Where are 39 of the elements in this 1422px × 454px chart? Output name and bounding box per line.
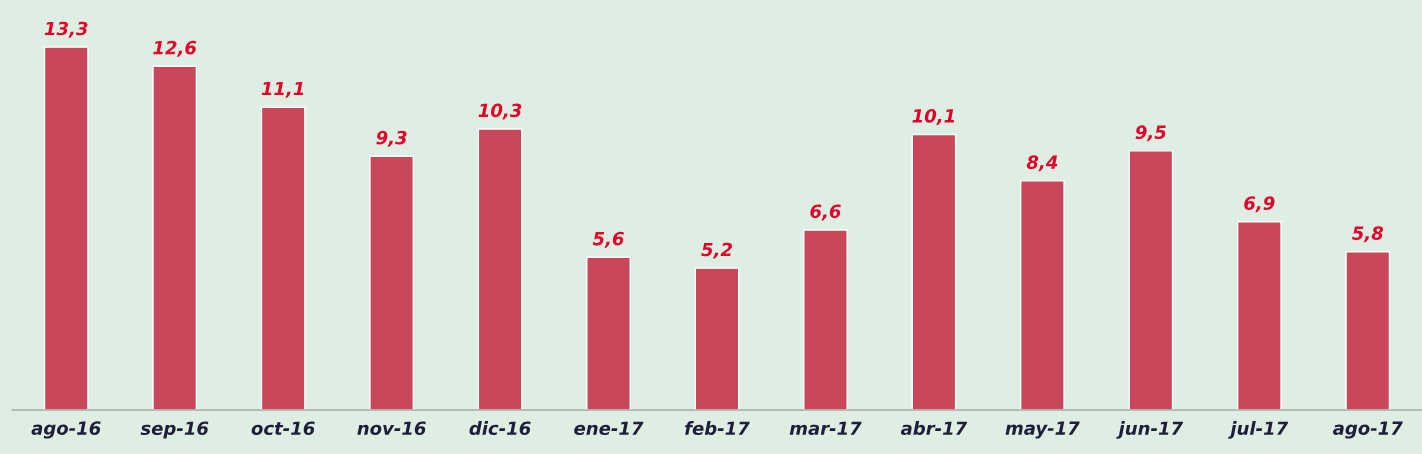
x-tick-label: nov-16 xyxy=(357,421,426,436)
x-tick-label: mar-17 xyxy=(789,421,862,436)
data-label: 9,3 xyxy=(376,130,407,147)
bar xyxy=(1345,251,1391,410)
bar xyxy=(260,106,306,410)
bar xyxy=(803,229,848,410)
data-label: 6,6 xyxy=(810,204,841,221)
bar xyxy=(369,155,415,410)
x-tick-label: sep-16 xyxy=(140,421,209,439)
data-label: 12,6 xyxy=(153,40,197,57)
data-label: 6,9 xyxy=(1244,196,1275,213)
bar xyxy=(477,128,523,410)
data-label: 13,3 xyxy=(44,21,88,38)
bar xyxy=(1019,180,1065,410)
x-tick-label: ago-17 xyxy=(1333,421,1403,439)
data-label: 10,3 xyxy=(478,103,522,120)
bar xyxy=(911,133,957,410)
data-label: 5,8 xyxy=(1352,226,1384,243)
data-label: 9,5 xyxy=(1135,125,1166,142)
x-tick-label: dic-16 xyxy=(469,421,531,436)
bar xyxy=(1128,150,1174,410)
bar xyxy=(152,65,198,410)
data-label: 5,2 xyxy=(701,242,732,259)
x-tick-label: jun-17 xyxy=(1116,421,1184,439)
data-label: 11,1 xyxy=(261,81,304,98)
x-tick-label: jul-17 xyxy=(1228,421,1289,439)
x-tick-label: ene-17 xyxy=(574,421,644,436)
x-tick-label: may-17 xyxy=(1005,421,1080,439)
x-tick-label: oct-16 xyxy=(251,421,315,436)
bar xyxy=(43,46,89,410)
data-label: 8,4 xyxy=(1026,155,1058,172)
data-label: 5,6 xyxy=(592,231,624,248)
x-tick-label: ago-16 xyxy=(31,421,101,439)
bar xyxy=(694,267,740,410)
bar xyxy=(1236,221,1282,410)
x-tick-label: feb-17 xyxy=(685,421,750,436)
data-label: 10,1 xyxy=(912,108,955,125)
x-tick-label: abr-17 xyxy=(900,421,968,436)
bar xyxy=(586,256,631,410)
